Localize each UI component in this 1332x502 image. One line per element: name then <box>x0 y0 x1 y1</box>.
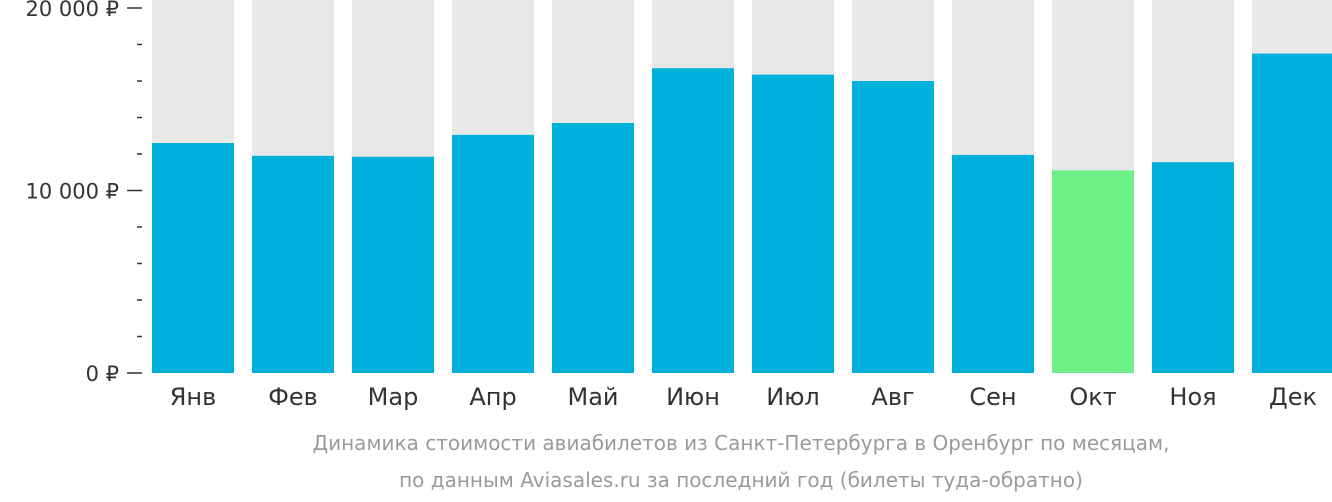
x-tick-label: Авг <box>871 383 914 411</box>
y-tick-label: 20 000 ₽ <box>25 0 119 21</box>
bar-6 <box>652 68 734 373</box>
x-tick-label: Июл <box>766 383 820 411</box>
y-tick-label: 0 ₽ <box>86 362 119 386</box>
caption-line-1: Динамика стоимости авиабилетов из Санкт-… <box>312 431 1169 455</box>
bar-3 <box>352 156 434 373</box>
x-tick-label: Мар <box>368 383 419 411</box>
value-bars <box>152 53 1332 374</box>
caption-line-2: по данным Aviasales.ru за последний год … <box>399 468 1083 492</box>
bar-12 <box>1252 53 1332 373</box>
bar-11 <box>1152 162 1234 373</box>
x-tick-label: Апр <box>469 383 516 411</box>
x-tick-label: Янв <box>170 383 217 411</box>
bar-1 <box>152 143 234 373</box>
y-tick-label: 10 000 ₽ <box>25 180 119 204</box>
bar-10 <box>1052 170 1134 373</box>
x-tick-label: Окт <box>1069 383 1116 411</box>
x-tick-label: Июн <box>666 383 720 411</box>
bar-4 <box>452 134 534 373</box>
bar-7 <box>752 74 834 374</box>
bar-9 <box>952 154 1034 373</box>
bar-8 <box>852 81 934 373</box>
bar-2 <box>252 155 334 373</box>
x-axis-labels: Янв Фев Мар Апр Май Июн Июл Авг Сен Окт Ноя Дек <box>170 383 1317 411</box>
x-tick-label: Сен <box>969 383 1016 411</box>
x-tick-label: Май <box>567 383 618 411</box>
x-tick-label: Дек <box>1269 383 1317 411</box>
x-tick-label: Фев <box>268 383 318 411</box>
bar-5 <box>552 122 634 373</box>
x-tick-label: Ноя <box>1169 383 1216 411</box>
y-axis: 0 ₽ 10 000 ₽ 20 000 ₽ <box>25 0 142 386</box>
